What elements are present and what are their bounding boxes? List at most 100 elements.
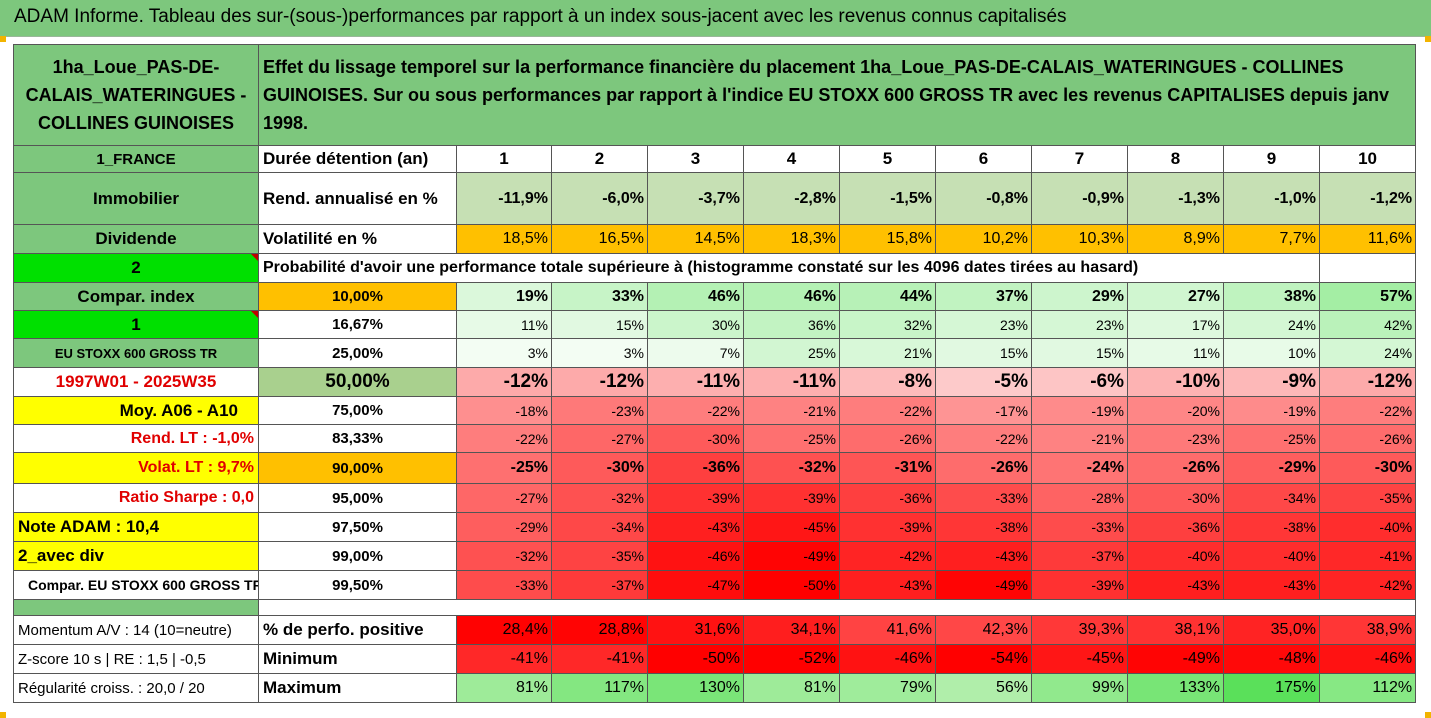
percentile-value: -39% bbox=[743, 483, 840, 513]
corner-marker bbox=[0, 712, 6, 718]
maximum-value: 130% bbox=[647, 673, 744, 703]
spacer-cell bbox=[13, 599, 259, 616]
rend-value: -1,5% bbox=[839, 172, 936, 225]
asset-name: 1ha_Loue_PAS-DE-CALAIS_WATERINGUES - COL… bbox=[13, 44, 259, 146]
minimum-value: -54% bbox=[935, 644, 1032, 674]
percentile-value: -18% bbox=[456, 396, 552, 425]
maximum-value: 133% bbox=[1127, 673, 1224, 703]
percentile-value: 10% bbox=[1223, 338, 1320, 368]
percentile-value: -22% bbox=[935, 424, 1032, 453]
percentile-value: 15% bbox=[551, 310, 648, 339]
note-label: Note ADAM : 10,4 bbox=[13, 512, 259, 542]
percentile-value: 23% bbox=[1031, 310, 1128, 339]
percentile-value: 23% bbox=[935, 310, 1032, 339]
volat-value: 10,3% bbox=[1031, 224, 1128, 254]
percentile-value: -9% bbox=[1223, 367, 1320, 397]
table-row: Ratio Sharpe : 0,0 95,00% -27% -32% -39% -39%… bbox=[13, 483, 1417, 513]
percentile-value: 7% bbox=[647, 338, 744, 368]
rend-value: -11,9% bbox=[456, 172, 552, 225]
period-label: 1997W01 - 2025W35 bbox=[13, 367, 259, 397]
minimum-value: -41% bbox=[551, 644, 648, 674]
percentile-value: 24% bbox=[1223, 310, 1320, 339]
percentile-value: 15% bbox=[1031, 338, 1128, 368]
percentile-value: -32% bbox=[456, 541, 552, 571]
minimum-value: -46% bbox=[839, 644, 936, 674]
year-header: 8 bbox=[1127, 145, 1224, 173]
percentile-value: 38% bbox=[1223, 282, 1320, 311]
percentile-value: -27% bbox=[456, 483, 552, 513]
percentile-value: -25% bbox=[456, 452, 552, 484]
rend-value: -1,2% bbox=[1318, 172, 1417, 225]
percentile-value: 11% bbox=[456, 310, 552, 339]
country-label: 1_FRANCE bbox=[13, 145, 259, 173]
percentile-value: 11% bbox=[1127, 338, 1224, 368]
percentile-value: -12% bbox=[456, 367, 552, 397]
percentile-value: -12% bbox=[1318, 367, 1417, 397]
regularite-label: Régularité croiss. : 20,0 / 20 bbox=[13, 673, 259, 703]
rend-value: -6,0% bbox=[551, 172, 648, 225]
percentile-value: -38% bbox=[1223, 512, 1320, 542]
percentile-value: -33% bbox=[935, 483, 1032, 513]
percentile-level: 83,33% bbox=[258, 424, 457, 453]
percentile-value: -32% bbox=[551, 483, 648, 513]
table-row: Compar. index 10,00% 19% 33% 46% 46% 44% 37% 29%… bbox=[13, 282, 1417, 311]
percentile-value: 15% bbox=[935, 338, 1032, 368]
momentum-label: Momentum A/V : 14 (10=neutre) bbox=[13, 615, 259, 645]
percentile-value: -33% bbox=[1031, 512, 1128, 542]
minimum-value: -49% bbox=[1127, 644, 1224, 674]
year-header: 7 bbox=[1031, 145, 1128, 173]
percentile-value: -38% bbox=[935, 512, 1032, 542]
percentile-value: -39% bbox=[839, 512, 936, 542]
table-row: Rend. LT : -1,0% 83,33% -22% -27% -30% -25% -2… bbox=[13, 424, 1417, 453]
percentile-value: -28% bbox=[1031, 483, 1128, 513]
year-header: 10 bbox=[1318, 145, 1417, 173]
maximum-value: 112% bbox=[1318, 673, 1417, 703]
volat-value: 14,5% bbox=[647, 224, 744, 254]
category-label: Immobilier bbox=[13, 172, 259, 225]
compar-full-label: Compar. EU STOXX 600 GROSS TR bbox=[13, 570, 259, 600]
percentile-value: -26% bbox=[935, 452, 1032, 484]
percentile-level: 99,00% bbox=[258, 541, 457, 571]
percentile-value: -29% bbox=[456, 512, 552, 542]
year-header: 1 bbox=[456, 145, 552, 173]
table-row: Momentum A/V : 14 (10=neutre)% de perfo.… bbox=[13, 615, 1417, 645]
table-row: Immobilier Rend. annualisé en % -11,9% -6,0… bbox=[13, 172, 1417, 225]
percentile-value: -42% bbox=[839, 541, 936, 571]
percentile-value: 46% bbox=[647, 282, 744, 311]
maximum-label: Maximum bbox=[258, 673, 457, 703]
volat-value: 18,5% bbox=[456, 224, 552, 254]
perf-pos-value: 38,9% bbox=[1318, 615, 1417, 645]
table-row: 1997W01 - 2025W35 50,00% -12% -12% -11% -11% -… bbox=[13, 367, 1417, 397]
performance-table: 1ha_Loue_PAS-DE-CALAIS_WATERINGUES - COL… bbox=[13, 44, 1417, 703]
maximum-value: 175% bbox=[1223, 673, 1320, 703]
percentile-value: 42% bbox=[1318, 310, 1417, 339]
table-row: Note ADAM : 10,4 97,50% -29% -34% -43% -45% -3… bbox=[13, 512, 1417, 542]
percentile-value: -26% bbox=[839, 424, 936, 453]
report-title: ADAM Informe. Tableau des sur-(sous-)per… bbox=[14, 6, 1067, 27]
volat-value: 18,3% bbox=[743, 224, 840, 254]
percentile-value: -43% bbox=[647, 512, 744, 542]
volat-lt-label: Volat. LT : 9,7% bbox=[13, 452, 259, 484]
proba-label: Probabilité d'avoir une performance tota… bbox=[258, 253, 1320, 283]
selector-1: 1 bbox=[13, 310, 259, 339]
percentile-value: -34% bbox=[551, 512, 648, 542]
maximum-value: 99% bbox=[1031, 673, 1128, 703]
percentile-value: 24% bbox=[1318, 338, 1417, 368]
volat-value: 16,5% bbox=[551, 224, 648, 254]
percentile-value: -31% bbox=[839, 452, 936, 484]
percentile-value: -5% bbox=[935, 367, 1032, 397]
percentile-value: -40% bbox=[1127, 541, 1224, 571]
percentile-value: -45% bbox=[743, 512, 840, 542]
table-row: 1ha_Loue_PAS-DE-CALAIS_WATERINGUES - COL… bbox=[13, 44, 1417, 146]
selector-2: 2 bbox=[13, 253, 259, 283]
percentile-value: -46% bbox=[647, 541, 744, 571]
percentile-value: -12% bbox=[551, 367, 648, 397]
year-header: 2 bbox=[551, 145, 648, 173]
percentile-value: -41% bbox=[1318, 541, 1417, 571]
percentile-level: 10,00% bbox=[258, 282, 457, 311]
percentile-value: -21% bbox=[1031, 424, 1128, 453]
volat-label: Volatilité en % bbox=[258, 224, 457, 254]
percentile-value: -22% bbox=[839, 396, 936, 425]
percentile-value: -39% bbox=[1031, 570, 1128, 600]
maximum-value: 81% bbox=[743, 673, 840, 703]
